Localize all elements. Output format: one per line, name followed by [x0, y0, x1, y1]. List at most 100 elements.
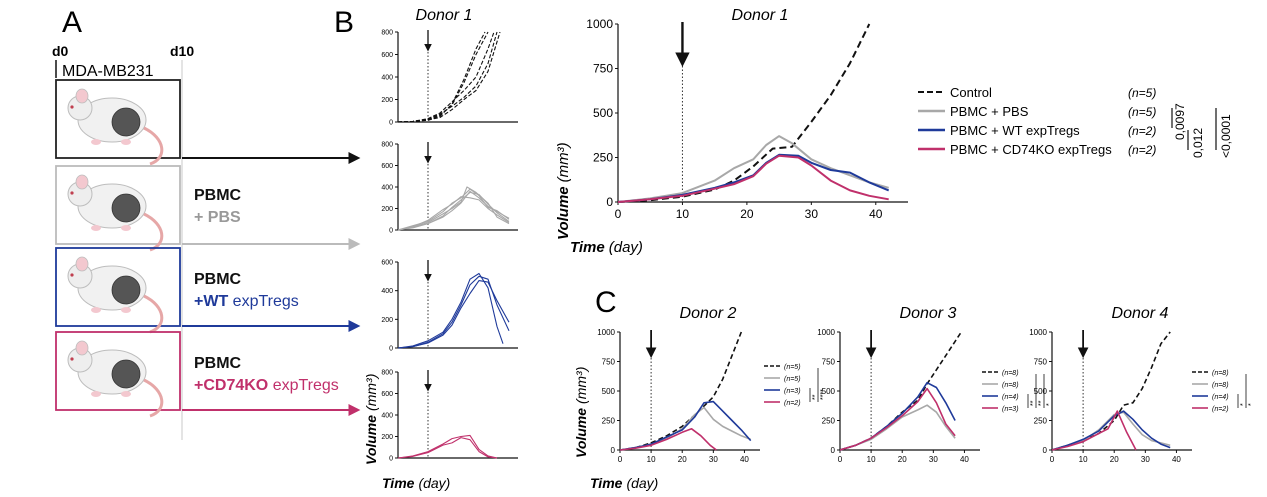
panel-c-ylabel-unit: (mm³)	[573, 367, 589, 404]
y-tick-label: 750	[593, 62, 613, 76]
mini-legend-n: (n=3)	[784, 388, 801, 395]
x-tick-label: 40	[869, 207, 883, 221]
x-tick-label: 0	[615, 207, 622, 221]
mini-legend-n: (n=5)	[784, 376, 801, 383]
y-tick-label: 500	[1034, 387, 1048, 396]
series-line-0	[398, 434, 498, 459]
y-tick-label: 600	[381, 163, 393, 170]
panel-c-ylabel-main: Volume	[573, 408, 589, 458]
group-box-ko	[55, 331, 181, 411]
mini-legend-n: (n=2)	[784, 400, 801, 407]
small-plots-xlabel-main: Time	[382, 475, 415, 491]
y-tick-label: 750	[602, 357, 616, 366]
significance-stars: **	[1038, 400, 1045, 406]
small-plots-title: Donor 1	[416, 7, 473, 24]
series-line-4	[398, 31, 501, 123]
series-line-0	[840, 331, 962, 451]
mini-legend-n: (n=8)	[1002, 382, 1019, 389]
y-tick-label: 800	[381, 369, 393, 376]
legend-n-control: (n=5)	[1128, 86, 1156, 100]
group-control	[55, 79, 361, 166]
panel-c-xlabel-main: Time	[590, 475, 623, 491]
y-tick-label: 750	[1034, 357, 1048, 366]
y-tick-label: 1000	[586, 17, 613, 31]
y-tick-label: 250	[1034, 416, 1048, 425]
main-plot-xlabel-main: Time	[570, 239, 605, 256]
series-line-3	[840, 387, 956, 451]
significance-stars: ****	[820, 389, 827, 400]
small-plots-xlabel-unit: (day)	[418, 475, 450, 491]
legend-n-pbs: (n=5)	[1128, 105, 1156, 119]
pvalue-3: <0,0001	[1219, 114, 1233, 158]
y-tick-label: 600	[381, 52, 393, 59]
legend: Control (n=5) PBMC + PBS (n=5) PBMC + WT…	[918, 85, 1233, 158]
series-line-0	[1052, 331, 1171, 451]
group-wt: PBMC +WT expTregs	[55, 247, 361, 334]
x-tick-label: 10	[647, 455, 656, 464]
main-plot-xlabel-unit: (day)	[609, 239, 643, 256]
legend-donor3: (n=8)(n=8)(n=4)(n=3)** ** *	[982, 370, 1053, 413]
significance-stars: *	[1046, 403, 1053, 406]
x-tick-label: 30	[929, 455, 938, 464]
donor3-title: Donor 3	[900, 305, 957, 322]
legend-donor2: (n=5) (n=5) (n=3) (n=2) ** ****	[764, 364, 827, 407]
cell-line-label: MDA-MB231	[62, 63, 154, 80]
y-tick-label: 1000	[1029, 328, 1047, 337]
group-box-pbs	[55, 165, 181, 245]
panel-c-ylabel: Volume (mm³)	[573, 367, 589, 458]
panel-label-a: A	[62, 6, 82, 39]
group-label-ko-rest: expTregs	[268, 377, 339, 394]
y-tick-label: 0	[389, 345, 393, 352]
d10-label: d10	[170, 43, 194, 59]
x-tick-label: 0	[1050, 455, 1055, 464]
series-line-3	[1052, 410, 1137, 451]
y-tick-label: 500	[593, 106, 613, 120]
y-tick-label: 250	[822, 416, 836, 425]
x-tick-label: 20	[740, 207, 754, 221]
legend-label-ko: PBMC + CD74KO expTregs	[950, 142, 1112, 157]
chart-small-ko: 0 200 400 600 800	[381, 369, 518, 462]
mini-legend-n: (n=8)	[1002, 370, 1019, 377]
y-tick-label: 0	[606, 195, 613, 209]
significance-stars: **	[812, 394, 819, 400]
series-line-4	[398, 190, 510, 231]
series-line-0	[618, 23, 871, 203]
y-tick-label: 200	[381, 97, 393, 104]
main-plot-xlabel: Time (day)	[570, 239, 643, 256]
x-tick-label: 30	[805, 207, 819, 221]
main-plot-ylabel-main: Volume	[555, 186, 572, 240]
panel-c-xlabel-unit: (day)	[626, 475, 658, 491]
group-label-ko-line2: +CD74KO expTregs	[194, 377, 339, 394]
group-box-wt	[55, 247, 181, 327]
legend-n-wt: (n=2)	[1128, 124, 1156, 138]
series-line-1	[618, 135, 889, 203]
mini-legend-n: (n=5)	[784, 364, 801, 371]
group-label-ko-line1: PBMC	[194, 355, 242, 372]
y-tick-label: 0	[389, 455, 393, 462]
series-line-1	[398, 31, 495, 123]
group-label-pbs-line2: + PBS	[194, 209, 241, 226]
y-tick-label: 800	[381, 141, 393, 148]
y-tick-label: 400	[381, 184, 393, 191]
legend-label-pbs: PBMC + PBS	[950, 104, 1029, 119]
y-tick-label: 1000	[597, 328, 615, 337]
y-tick-label: 0	[1043, 446, 1048, 455]
significance-stars: *	[1248, 403, 1255, 406]
y-tick-label: 0	[831, 446, 836, 455]
series-line-2	[618, 153, 890, 203]
small-plots-ylabel: Volume (mm³)	[363, 374, 379, 465]
x-tick-label: 40	[960, 455, 969, 464]
series-line-0	[398, 31, 489, 123]
donor2-title: Donor 2	[680, 305, 737, 322]
group-label-wt-rest: expTregs	[228, 293, 299, 310]
series-line-2	[398, 280, 510, 349]
group-label-wt-line2: +WT expTregs	[194, 293, 299, 310]
series-line-0	[398, 275, 510, 349]
series-line-2	[620, 400, 752, 451]
chart-donor4: 0 250 500 750 1000 0 10 20 30 40	[1029, 328, 1192, 464]
pvalue-2: 0,012	[1191, 128, 1205, 158]
y-tick-label: 0	[389, 119, 393, 126]
chart-small-wt: 0 200 400 600	[381, 259, 518, 352]
pvalue-1: 0,0097	[1173, 103, 1187, 140]
y-tick-label: 800	[381, 29, 393, 36]
